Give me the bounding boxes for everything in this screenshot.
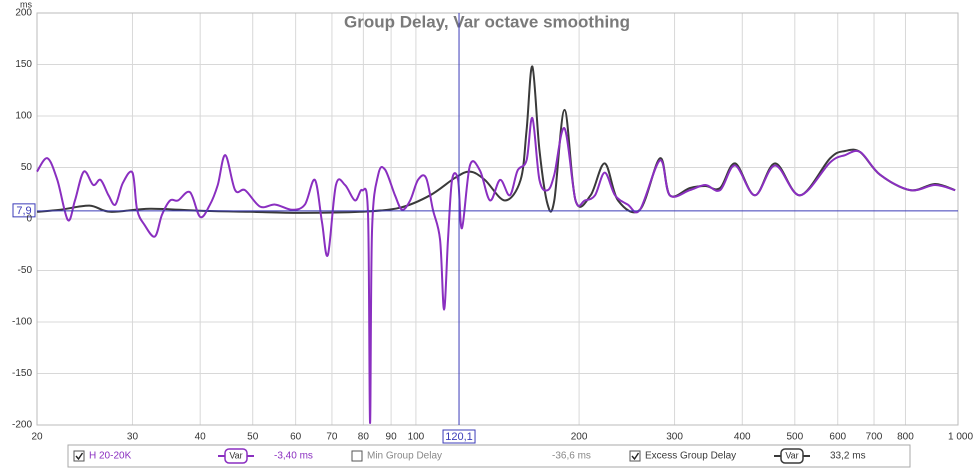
legend-label: Min Group Delay (367, 451, 442, 462)
legend-checkbox[interactable] (351, 450, 363, 462)
series-line (36, 117, 956, 424)
legend-readout: -36,6 ms (552, 451, 591, 462)
y-tick-label: 200 (15, 8, 32, 19)
x-tick-label: 500 (786, 432, 803, 443)
x-tick-label: 20 (31, 432, 43, 443)
x-tick-label: 40 (195, 432, 207, 443)
x-tick-label: 300 (666, 432, 683, 443)
x-tick-label: 60 (290, 432, 302, 443)
legend-label: Excess Group Delay (645, 451, 736, 462)
legend-readout: 33,2 ms (830, 451, 866, 462)
x-tick-label: 80 (358, 432, 370, 443)
legend-checkmark (631, 452, 640, 461)
y-tick-label: -50 (18, 265, 33, 276)
legend-smoothing: Var (229, 450, 242, 460)
cursor-y-label: 7,9 (16, 205, 31, 217)
x-tick-label: 70 (326, 432, 338, 443)
legend-smoothing-box[interactable] (224, 448, 248, 464)
x-tick-label: 100 (408, 432, 425, 443)
x-tick-label: 700 (866, 432, 883, 443)
legend-readout: -3,40 ms (274, 451, 313, 462)
legend-checkbox[interactable] (73, 450, 85, 462)
lines (36, 65, 956, 424)
x-tick-label: 800 (897, 432, 914, 443)
legend-label: H 20-20K (89, 451, 132, 462)
x-tick-label: 400 (734, 432, 751, 443)
cursor-x-label: 120,1 (445, 431, 473, 443)
y-tick-label: -100 (12, 317, 32, 328)
plot-frame (36, 12, 959, 426)
grid (36, 12, 959, 426)
x-tick-label: 30 (127, 432, 139, 443)
legend-checkmark (75, 452, 84, 461)
legend-smoothing: Var (785, 450, 798, 460)
cursor-x-box (442, 429, 476, 444)
x-tick-label: 90 (386, 432, 398, 443)
cursor-y-box (12, 203, 36, 218)
legend-smoothing-box[interactable] (780, 448, 804, 464)
cursor: 120,1 7,9 (12, 13, 958, 444)
y-tick-label: 150 (15, 59, 32, 70)
y-tick-label: -150 (12, 368, 32, 379)
legend: H 20-20K Var -3,40 ms Min Group Delay -36,6 … (73, 448, 866, 464)
x-tick-label: 50 (247, 432, 259, 443)
y-tick-label: -200 (12, 420, 32, 431)
y-tick-label: 50 (21, 162, 33, 173)
legend-checkbox[interactable] (629, 450, 641, 462)
legend-bar (67, 444, 911, 468)
y-axis-label: ms (20, 0, 32, 9)
chart-title: Group Delay, Var octave smoothing (344, 12, 630, 31)
x-tick-label: 200 (571, 432, 588, 443)
x-tick-label: 600 (829, 432, 846, 443)
y-tick-label: 100 (15, 111, 32, 122)
y-tick-label: 0 (26, 214, 32, 225)
x-tick-label: 1 000 Hz (948, 432, 975, 443)
